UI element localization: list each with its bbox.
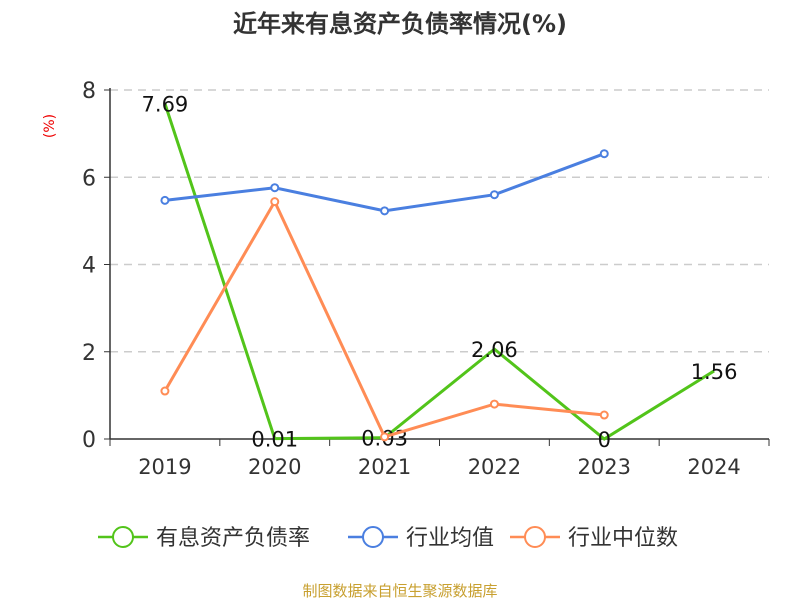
series-line-0 <box>163 103 715 441</box>
data-point <box>160 386 170 396</box>
legend-marker-icon <box>112 526 134 548</box>
data-point <box>599 149 609 159</box>
y-tick-label: 2 <box>82 341 96 366</box>
data-point <box>380 206 390 216</box>
data-point <box>380 432 390 442</box>
x-tick-label: 2021 <box>358 455 411 479</box>
y-tick-label: 6 <box>82 166 96 191</box>
legend-label: 行业均值 <box>406 526 494 551</box>
y-axis-label: (%) <box>42 114 58 138</box>
chart-title: 近年来有息资产负债率情况(%) <box>233 10 567 38</box>
series-line-2 <box>163 198 605 439</box>
data-point <box>489 399 499 409</box>
data-point <box>160 195 170 205</box>
y-tick-label: 8 <box>82 79 96 104</box>
source-note: 制图数据来自恒生聚源数据库 <box>302 582 497 600</box>
x-tick-label: 2023 <box>578 455 631 479</box>
data-point <box>599 410 609 420</box>
data-point <box>489 190 499 200</box>
x-tick-label: 2019 <box>138 455 191 479</box>
y-tick-label: 0 <box>82 428 96 453</box>
legend-label: 有息资产负债率 <box>156 526 310 551</box>
data-label: 1.56 <box>691 360 738 384</box>
data-label: 2.06 <box>471 338 518 362</box>
data-label: 0.01 <box>251 428 298 452</box>
legend-marker-icon <box>524 526 546 548</box>
data-point <box>270 197 280 207</box>
x-tick-label: 2020 <box>248 455 301 479</box>
x-tick-label: 2024 <box>687 455 740 479</box>
legend-label: 行业中位数 <box>568 526 678 551</box>
x-tick-label: 2022 <box>468 455 521 479</box>
data-point <box>270 183 280 193</box>
data-label: 0 <box>598 428 611 452</box>
series-line-1 <box>164 152 605 213</box>
data-label: 7.69 <box>142 93 189 117</box>
legend-marker-icon <box>362 526 384 548</box>
y-tick-label: 4 <box>82 254 96 279</box>
